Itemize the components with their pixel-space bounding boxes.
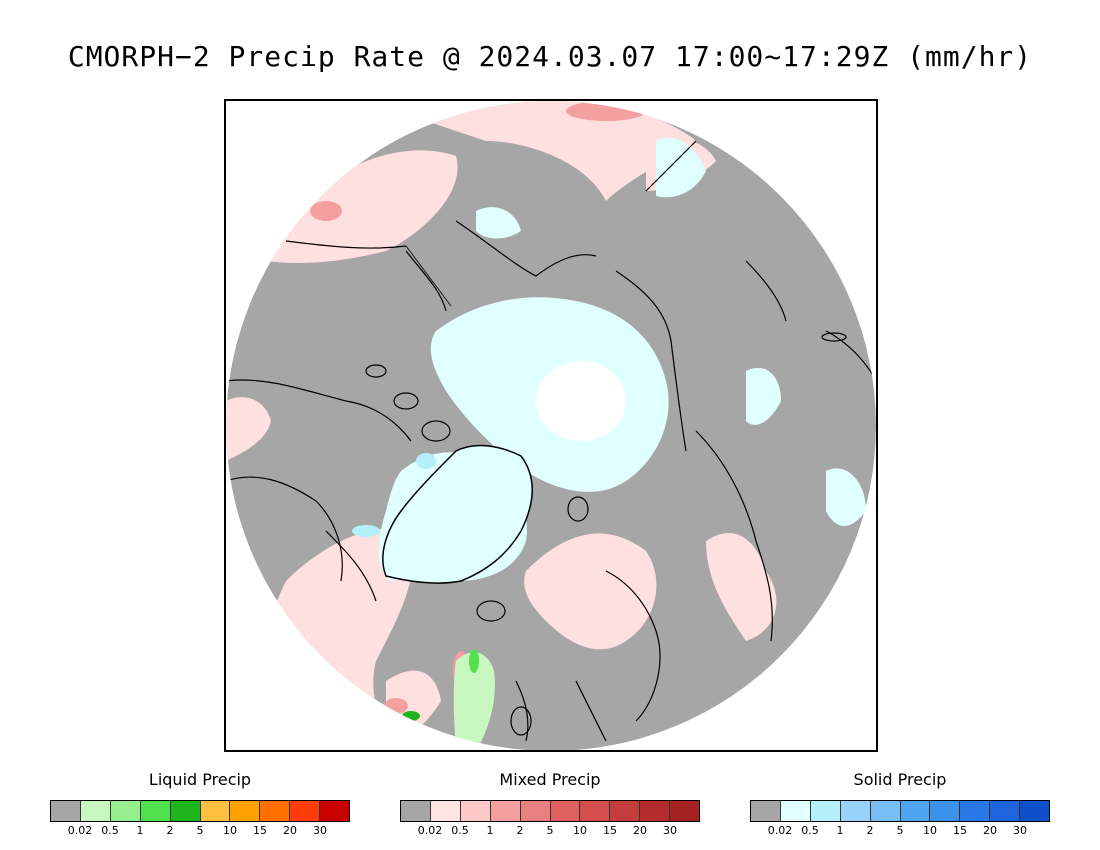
legend-solid: Solid Precip 0.02 0.5 1 2 5 10 15 20 30 [750, 770, 1050, 838]
legend-swatch [580, 801, 611, 821]
legend-tick-label: 5 [546, 824, 554, 837]
legend-tick-label: 20 [633, 824, 647, 837]
legend-tick-label: 0.02 [417, 824, 443, 837]
legend-tick-label: 30 [313, 824, 327, 837]
legend-tick-label: 1 [136, 824, 144, 837]
legend-ticks: 0.02 0.5 1 2 5 10 15 20 30 [50, 824, 350, 838]
legend-tick-label: 5 [896, 824, 904, 837]
legend-swatch [900, 801, 931, 821]
legend-tick-label: 10 [923, 824, 937, 837]
legend-tick-label: 30 [1013, 824, 1027, 837]
legend-swatch [110, 801, 141, 821]
legend-tick-label: 2 [166, 824, 174, 837]
legend-tick-label: 2 [866, 824, 874, 837]
legend-tick-label: 15 [603, 824, 617, 837]
legend-swatch [930, 801, 961, 821]
legend-swatch [290, 801, 321, 821]
legend-title: Solid Precip [853, 770, 947, 789]
legend-swatch [751, 801, 781, 821]
greenland-landmass [382, 444, 533, 584]
legend-title: Mixed Precip [499, 770, 601, 789]
legend-swatch [520, 801, 551, 821]
legend-swatch [810, 801, 841, 821]
legend-swatch [170, 801, 201, 821]
coastlines [226, 140, 876, 742]
legend-tick-label: 5 [196, 824, 204, 837]
legend-tick-label: 15 [953, 824, 967, 837]
solid-precip-light [352, 453, 436, 537]
legend-tick-label: 1 [836, 824, 844, 837]
legend-swatch [870, 801, 901, 821]
legend-swatch [140, 801, 171, 821]
legend-tick-label: 30 [663, 824, 677, 837]
legend-swatch [1020, 801, 1050, 821]
legend-swatch [320, 801, 350, 821]
legend-swatch [430, 801, 461, 821]
legend-tick-label: 20 [283, 824, 297, 837]
map-canvas [226, 101, 876, 750]
legend-tick-label: 1 [486, 824, 494, 837]
legend-title: Liquid Precip [148, 770, 252, 789]
legend-tick-label: 15 [253, 824, 267, 837]
legend-tick-label: 2 [516, 824, 524, 837]
legend-ticks: 0.02 0.5 1 2 5 10 15 20 30 [400, 824, 700, 838]
legend-mixed: Mixed Precip 0.02 0.5 1 2 5 10 15 20 30 [400, 770, 700, 838]
legend-swatch [490, 801, 521, 821]
legend-swatch [550, 801, 581, 821]
legend-swatch [260, 801, 291, 821]
polar-map [224, 99, 878, 752]
legend-swatch [840, 801, 871, 821]
legend-swatch [401, 801, 431, 821]
legend-swatch [990, 801, 1021, 821]
legend-swatch [460, 801, 491, 821]
legend-swatch [780, 801, 811, 821]
legend-tick-label: 0.5 [101, 824, 119, 837]
legend-tick-label: 0.5 [451, 824, 469, 837]
legend-swatch [960, 801, 991, 821]
legend-tick-label: 0.02 [67, 824, 93, 837]
legend-color-bar [400, 800, 700, 822]
legend-swatch [200, 801, 231, 821]
snow-core [536, 361, 626, 441]
islands [365, 332, 847, 736]
legend-tick-label: 0.02 [767, 824, 793, 837]
legend-swatch [230, 801, 261, 821]
legend-tick-label: 10 [573, 824, 587, 837]
legend-swatch [670, 801, 700, 821]
legend-tick-label: 10 [223, 824, 237, 837]
legend-swatch [640, 801, 671, 821]
boundary-line [405, 245, 452, 307]
legend-liquid: Liquid Precip 0.02 0.5 1 2 5 10 15 20 30 [50, 770, 350, 838]
legend-swatch [51, 801, 81, 821]
map-title: CMORPH−2 Precip Rate @ 2024.03.07 17:00~… [67, 40, 1033, 73]
legend-swatch [80, 801, 111, 821]
legend-tick-label: 0.5 [801, 824, 819, 837]
legend-color-bar [50, 800, 350, 822]
legend-swatch [610, 801, 641, 821]
legend-color-bar [750, 800, 1050, 822]
legend-tick-label: 20 [983, 824, 997, 837]
legend-ticks: 0.02 0.5 1 2 5 10 15 20 30 [750, 824, 1050, 838]
